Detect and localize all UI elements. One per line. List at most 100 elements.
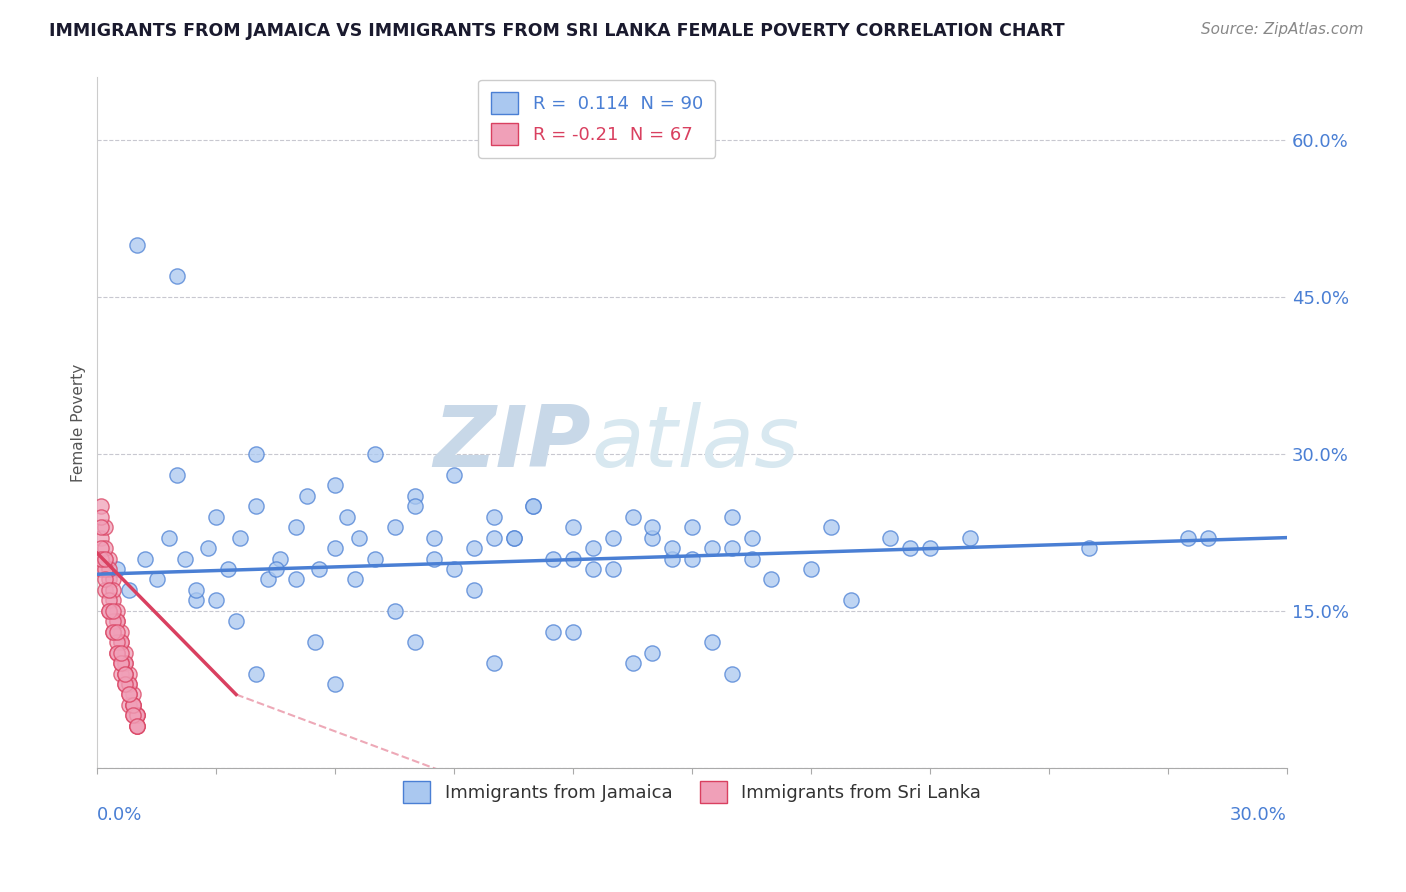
Point: [1177, 531, 1199, 545]
Point: [125, 708, 148, 723]
Point: [125, 708, 148, 723]
Point: [423, 551, 446, 566]
Point: [105, 635, 128, 649]
Point: [98, 604, 121, 618]
Point: [404, 489, 426, 503]
Point: [205, 593, 228, 607]
Point: [110, 635, 132, 649]
Point: [681, 551, 703, 566]
Text: Source: ZipAtlas.com: Source: ZipAtlas.com: [1201, 22, 1364, 37]
Text: IMMIGRANTS FROM JAMAICA VS IMMIGRANTS FROM SRI LANKA FEMALE POVERTY CORRELATION : IMMIGRANTS FROM JAMAICA VS IMMIGRANTS FR…: [49, 22, 1064, 40]
Point: [820, 520, 842, 534]
Point: [582, 541, 605, 555]
Point: [90, 520, 112, 534]
Point: [229, 531, 252, 545]
Point: [284, 520, 307, 534]
Point: [582, 562, 605, 576]
Point: [114, 666, 136, 681]
Point: [134, 551, 156, 566]
Point: [94, 562, 117, 576]
Point: [90, 500, 112, 514]
Point: [125, 719, 148, 733]
Point: [347, 531, 370, 545]
Point: [103, 582, 125, 597]
Point: [125, 719, 148, 733]
Point: [125, 237, 148, 252]
Point: [103, 624, 125, 639]
Point: [94, 541, 117, 555]
Point: [118, 688, 141, 702]
Point: [297, 489, 319, 503]
Point: [800, 562, 823, 576]
Point: [336, 509, 359, 524]
Point: [482, 509, 505, 524]
Point: [720, 541, 742, 555]
Point: [463, 582, 485, 597]
Point: [661, 541, 683, 555]
Point: [173, 551, 195, 566]
Point: [105, 604, 128, 618]
Point: [245, 666, 267, 681]
Point: [641, 646, 664, 660]
Point: [105, 646, 128, 660]
Point: [157, 531, 180, 545]
Point: [443, 467, 465, 482]
Point: [898, 541, 921, 555]
Point: [122, 688, 145, 702]
Point: [641, 531, 664, 545]
Point: [146, 573, 169, 587]
Point: [94, 520, 117, 534]
Point: [166, 269, 188, 284]
Point: [264, 562, 287, 576]
Point: [308, 562, 330, 576]
Point: [323, 478, 346, 492]
Point: [641, 520, 664, 534]
Point: [562, 551, 585, 566]
Point: [257, 573, 280, 587]
Point: [384, 604, 406, 618]
Point: [98, 562, 121, 576]
Point: [98, 604, 121, 618]
Point: [186, 582, 208, 597]
Legend: Immigrants from Jamaica, Immigrants from Sri Lanka: Immigrants from Jamaica, Immigrants from…: [396, 774, 988, 811]
Point: [186, 593, 208, 607]
Point: [122, 698, 145, 712]
Point: [118, 688, 141, 702]
Point: [245, 500, 267, 514]
Point: [681, 520, 703, 534]
Point: [502, 531, 524, 545]
Point: [105, 615, 128, 629]
Point: [122, 698, 145, 712]
Text: atlas: atlas: [591, 401, 799, 484]
Point: [543, 624, 565, 639]
Point: [463, 541, 485, 555]
Point: [741, 531, 763, 545]
Point: [114, 656, 136, 670]
Point: [125, 708, 148, 723]
Point: [118, 582, 141, 597]
Point: [110, 646, 132, 660]
Point: [700, 541, 723, 555]
Point: [879, 531, 901, 545]
Point: [839, 593, 862, 607]
Point: [118, 677, 141, 691]
Point: [225, 615, 247, 629]
Point: [105, 562, 128, 576]
Point: [621, 509, 644, 524]
Point: [118, 677, 141, 691]
Point: [114, 646, 136, 660]
Point: [90, 562, 112, 576]
Point: [562, 624, 585, 639]
Point: [122, 708, 145, 723]
Point: [118, 698, 141, 712]
Point: [482, 531, 505, 545]
Point: [90, 541, 112, 555]
Text: 30.0%: 30.0%: [1230, 805, 1286, 823]
Point: [217, 562, 239, 576]
Point: [90, 551, 112, 566]
Point: [114, 666, 136, 681]
Point: [404, 500, 426, 514]
Point: [741, 551, 763, 566]
Point: [323, 677, 346, 691]
Point: [110, 656, 132, 670]
